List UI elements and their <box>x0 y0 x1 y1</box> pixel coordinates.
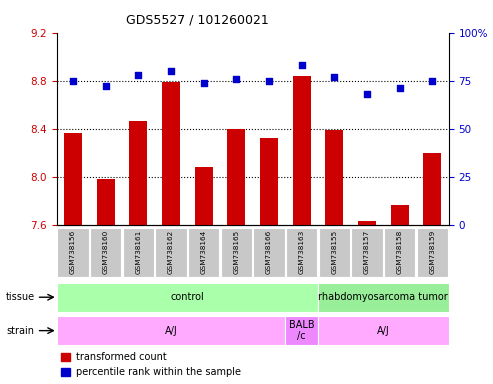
Text: percentile rank within the sample: percentile rank within the sample <box>75 367 241 377</box>
Text: strain: strain <box>6 326 34 336</box>
Bar <box>195 167 212 225</box>
Bar <box>227 129 246 225</box>
Text: GSM738162: GSM738162 <box>168 230 174 274</box>
FancyBboxPatch shape <box>123 228 154 277</box>
FancyBboxPatch shape <box>253 228 284 277</box>
Bar <box>358 221 376 225</box>
Bar <box>260 138 278 225</box>
FancyBboxPatch shape <box>188 228 219 277</box>
Point <box>69 78 77 84</box>
Bar <box>162 82 180 225</box>
FancyBboxPatch shape <box>57 228 89 277</box>
Text: transformed count: transformed count <box>75 352 166 362</box>
Text: GSM738157: GSM738157 <box>364 230 370 274</box>
Text: rhabdomyosarcoma tumor: rhabdomyosarcoma tumor <box>318 292 448 302</box>
Text: GSM738155: GSM738155 <box>331 230 337 274</box>
Point <box>200 79 208 86</box>
Point <box>428 78 436 84</box>
Bar <box>423 153 441 225</box>
FancyBboxPatch shape <box>417 228 448 277</box>
Text: GSM738166: GSM738166 <box>266 230 272 274</box>
Text: BALB
/c: BALB /c <box>289 320 315 341</box>
FancyBboxPatch shape <box>57 316 285 345</box>
Point <box>298 62 306 68</box>
FancyBboxPatch shape <box>155 228 187 277</box>
Point <box>330 74 338 80</box>
Text: control: control <box>171 292 204 302</box>
FancyBboxPatch shape <box>318 283 449 312</box>
Text: GSM738159: GSM738159 <box>429 230 435 274</box>
Point <box>102 83 109 89</box>
Text: GSM738156: GSM738156 <box>70 230 76 274</box>
Text: GDS5527 / 101260021: GDS5527 / 101260021 <box>126 13 269 26</box>
Bar <box>61 353 70 361</box>
FancyBboxPatch shape <box>57 283 318 312</box>
FancyBboxPatch shape <box>384 228 415 277</box>
Bar <box>97 179 115 225</box>
Text: GSM738161: GSM738161 <box>136 230 141 274</box>
Point <box>396 85 404 91</box>
Point <box>232 76 240 82</box>
Bar <box>61 368 70 376</box>
Bar <box>64 134 82 225</box>
Text: GSM738160: GSM738160 <box>103 230 108 274</box>
Point <box>363 91 371 97</box>
Bar <box>293 76 311 225</box>
FancyBboxPatch shape <box>352 228 383 277</box>
Text: tissue: tissue <box>6 292 35 302</box>
Point <box>135 72 142 78</box>
FancyBboxPatch shape <box>221 228 252 277</box>
Bar <box>129 121 147 225</box>
Bar <box>325 130 343 225</box>
FancyBboxPatch shape <box>286 228 317 277</box>
Text: GSM738163: GSM738163 <box>299 230 305 274</box>
Text: GSM738165: GSM738165 <box>233 230 239 274</box>
FancyBboxPatch shape <box>318 316 449 345</box>
Bar <box>390 205 409 225</box>
Text: GSM738164: GSM738164 <box>201 230 207 274</box>
FancyBboxPatch shape <box>90 228 121 277</box>
Text: A/J: A/J <box>165 326 177 336</box>
FancyBboxPatch shape <box>285 316 318 345</box>
Text: GSM738158: GSM738158 <box>397 230 403 274</box>
Point <box>265 78 273 84</box>
Point <box>167 68 175 74</box>
Text: A/J: A/J <box>377 326 389 336</box>
FancyBboxPatch shape <box>318 228 350 277</box>
